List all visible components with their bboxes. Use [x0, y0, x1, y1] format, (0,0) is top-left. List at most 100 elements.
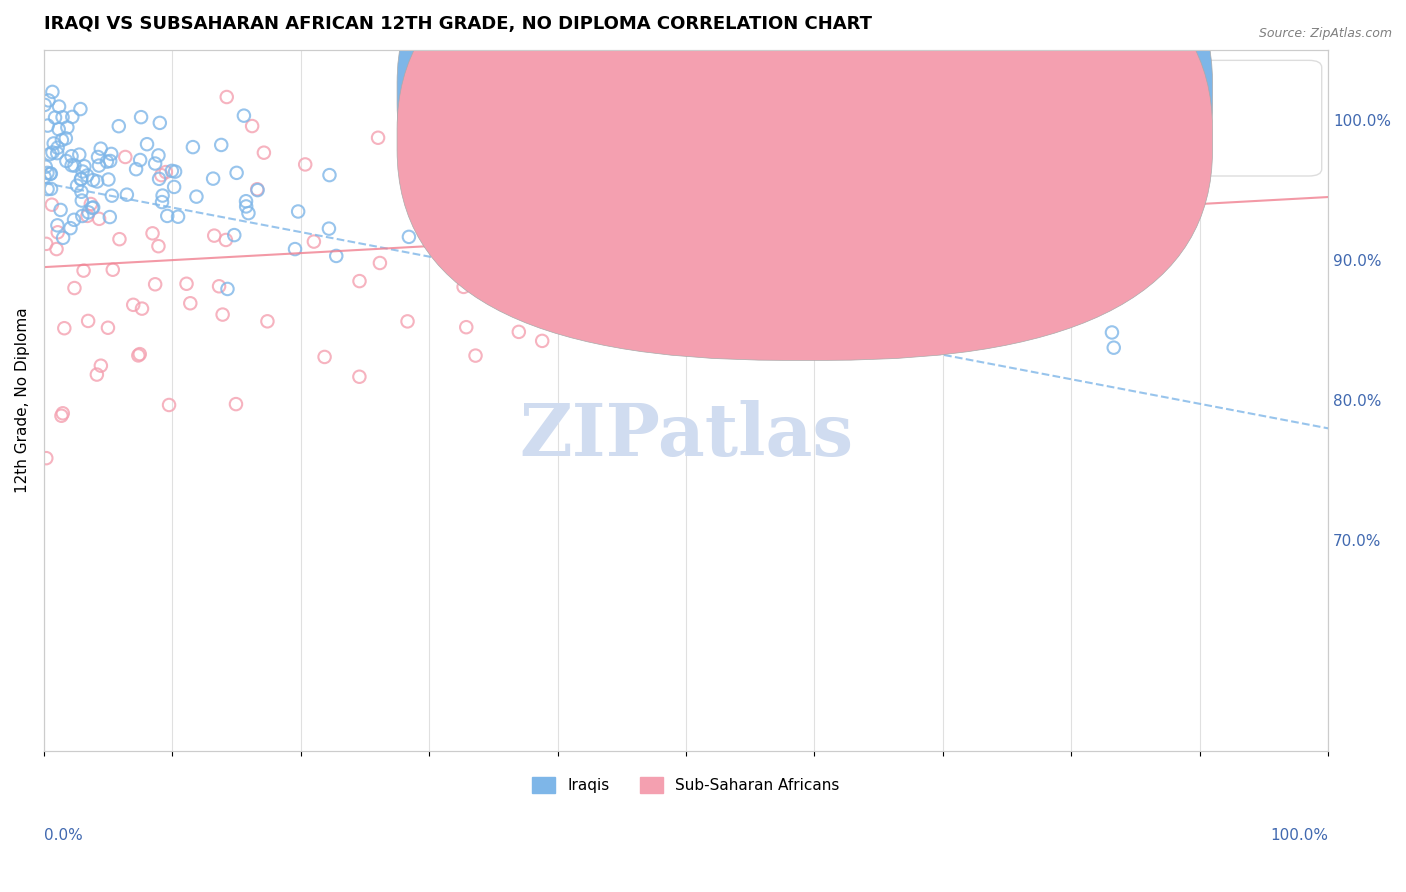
- Point: [37, 119, 59, 133]
- Point: [155, 165, 177, 179]
- Point: [46, 146, 69, 161]
- Point: [202, 171, 225, 186]
- Point: [948, 91, 970, 105]
- Point: [51, 133, 73, 147]
- Point: [128, 347, 150, 361]
- Point: [1229, 85, 1251, 99]
- Point: [122, 298, 145, 312]
- Point: [551, 85, 574, 99]
- Point: [396, 314, 419, 328]
- Point: [440, 128, 463, 142]
- Point: [101, 262, 124, 277]
- Point: [115, 187, 138, 202]
- Point: [1102, 341, 1125, 355]
- Point: [70, 194, 93, 208]
- Point: [152, 188, 174, 202]
- Point: [253, 145, 276, 160]
- Point: [51, 409, 73, 423]
- Point: [238, 206, 260, 220]
- Point: [98, 210, 121, 224]
- Point: [208, 279, 231, 293]
- Point: [606, 220, 628, 235]
- Text: 0.0%: 0.0%: [44, 828, 83, 843]
- Point: [86, 368, 108, 382]
- Point: [34, 98, 56, 112]
- Point: [574, 198, 596, 212]
- Point: [453, 280, 475, 294]
- Point: [284, 242, 307, 256]
- Point: [129, 110, 152, 124]
- Point: [48, 122, 70, 136]
- Point: [35, 236, 58, 251]
- Point: [101, 188, 124, 202]
- Point: [464, 185, 486, 199]
- Point: [46, 219, 69, 233]
- Point: [318, 168, 340, 182]
- Point: [176, 277, 198, 291]
- Point: [37, 182, 59, 196]
- Point: [52, 406, 75, 420]
- Point: [77, 205, 100, 219]
- Point: [294, 157, 316, 171]
- Point: [90, 142, 112, 156]
- Point: [287, 204, 309, 219]
- Point: [70, 185, 93, 199]
- Point: [163, 180, 186, 194]
- Point: [585, 219, 607, 234]
- Point: [141, 227, 163, 241]
- Point: [46, 225, 69, 239]
- Point: [143, 277, 166, 292]
- Point: [39, 167, 62, 181]
- Point: [34, 169, 56, 184]
- Point: [368, 256, 391, 270]
- Point: [35, 451, 58, 466]
- Point: [456, 320, 478, 334]
- FancyBboxPatch shape: [756, 61, 1322, 176]
- Point: [217, 282, 239, 296]
- Point: [150, 195, 173, 210]
- Point: [63, 159, 86, 173]
- Text: R = -0.077   N = 105: R = -0.077 N = 105: [844, 76, 1045, 94]
- Point: [225, 397, 247, 411]
- Point: [90, 359, 112, 373]
- Point: [87, 211, 110, 226]
- Point: [349, 369, 371, 384]
- Point: [100, 147, 122, 161]
- Point: [35, 160, 58, 174]
- Point: [551, 251, 574, 265]
- Point: [246, 183, 269, 197]
- Point: [235, 199, 257, 213]
- Point: [129, 153, 152, 167]
- Point: [63, 212, 86, 227]
- Point: [80, 197, 103, 211]
- Point: [77, 314, 100, 328]
- Point: [508, 325, 530, 339]
- Point: [38, 147, 60, 161]
- Point: [550, 252, 572, 266]
- Point: [60, 149, 83, 163]
- Point: [325, 249, 347, 263]
- Point: [82, 173, 104, 187]
- Point: [60, 158, 83, 172]
- Point: [536, 85, 558, 99]
- Point: [727, 85, 749, 99]
- Point: [45, 242, 67, 256]
- Point: [60, 110, 83, 124]
- Point: [42, 136, 65, 151]
- Point: [160, 164, 183, 178]
- Point: [52, 231, 75, 245]
- Text: Source: ZipAtlas.com: Source: ZipAtlas.com: [1258, 27, 1392, 40]
- Point: [86, 174, 108, 188]
- Point: [148, 239, 170, 253]
- Text: R =  0.113   N =  84: R = 0.113 N = 84: [844, 122, 1045, 140]
- Point: [690, 280, 713, 294]
- Point: [41, 145, 63, 160]
- Point: [87, 159, 110, 173]
- Point: [681, 123, 703, 137]
- Point: [225, 166, 247, 180]
- Point: [367, 130, 389, 145]
- FancyBboxPatch shape: [396, 0, 1212, 314]
- Point: [491, 141, 513, 155]
- Point: [1168, 85, 1191, 99]
- Point: [70, 172, 93, 186]
